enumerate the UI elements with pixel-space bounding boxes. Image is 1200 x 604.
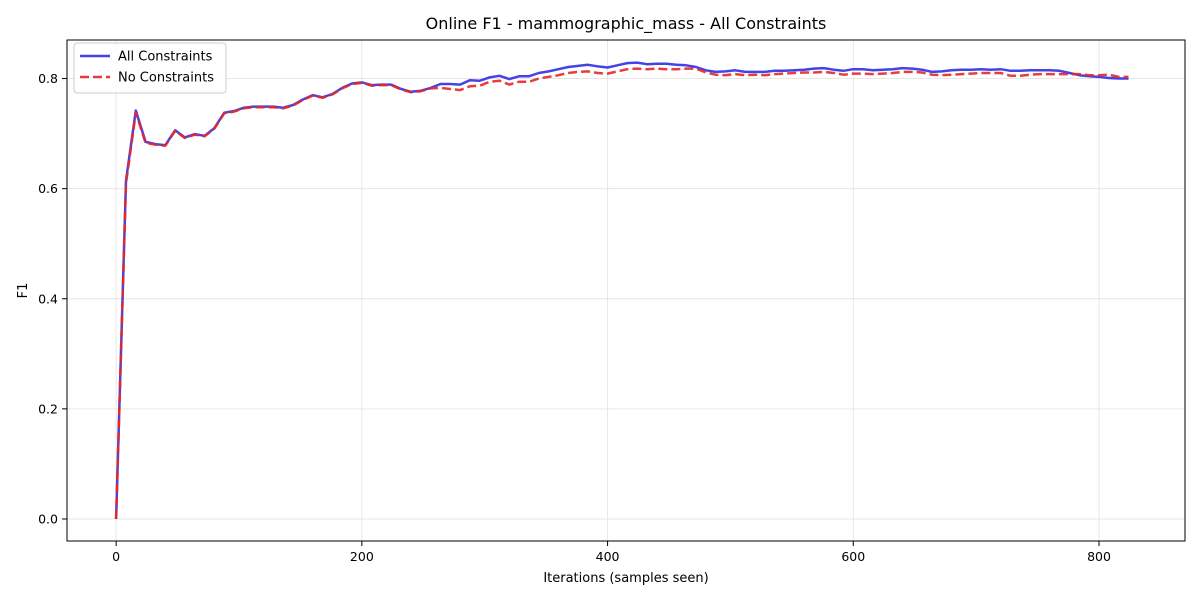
x-tick-label: 0: [112, 549, 120, 564]
legend-label: All Constraints: [118, 50, 213, 65]
x-tick-label: 400: [596, 549, 620, 564]
y-axis-label: F1: [16, 283, 31, 299]
y-tick-label: 0.4: [38, 291, 58, 306]
axis-ticks: 0 200 400 600 800 0.0 0.2 0.4 0.6 0.8: [38, 71, 1111, 564]
chart-title: Online F1 - mammographic_mass - All Cons…: [426, 14, 827, 34]
x-tick-label: 200: [350, 549, 374, 564]
y-tick-label: 0.6: [38, 181, 58, 196]
x-tick-label: 800: [1087, 549, 1111, 564]
y-tick-label: 0.2: [38, 401, 58, 416]
legend-box: [73, 42, 227, 94]
legend: All Constraints No Constraints: [73, 42, 227, 94]
plot-area-frame: [66, 39, 1186, 542]
series-lines: [114, 61, 1129, 520]
y-tick-label: 0.8: [38, 71, 58, 86]
y-tick-label: 0.0: [38, 511, 58, 526]
grid-lines: [67, 40, 1185, 541]
x-axis-label: Iterations (samples seen): [543, 571, 708, 586]
legend-label: No Constraints: [118, 71, 214, 86]
series-line-no-constraints: [114, 67, 1129, 520]
x-tick-label: 600: [841, 549, 865, 564]
